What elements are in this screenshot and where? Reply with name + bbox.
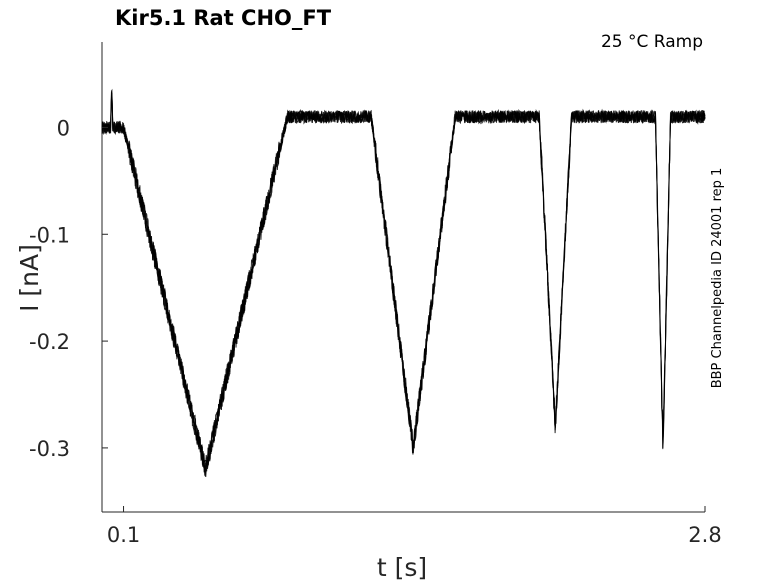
- x-axis-label: t [s]: [377, 553, 427, 582]
- y-tick-label: -0.3: [29, 437, 70, 461]
- x-tick-label: 2.8: [688, 523, 721, 547]
- y-tick-label: -0.2: [29, 330, 70, 354]
- x-tick-label: 0.1: [107, 523, 140, 547]
- tick-group: 0.1 2.8 0 -0.1 -0.2 -0.3: [29, 116, 722, 547]
- y-axis-label: I [nA]: [15, 244, 44, 312]
- trace-line: [101, 91, 706, 466]
- y-tick-label: 0: [57, 116, 70, 140]
- chart-title: Kir5.1 Rat CHO_FT: [115, 6, 332, 30]
- plot-axes: [101, 42, 705, 513]
- y-tick-label: -0.1: [29, 223, 70, 247]
- chart-annotation: 25 °C Ramp: [601, 32, 703, 52]
- trace-line: [101, 95, 706, 476]
- trace-group: [101, 88, 706, 478]
- side-label: BBP Channelpedia ID 24001 rep 1: [710, 168, 725, 389]
